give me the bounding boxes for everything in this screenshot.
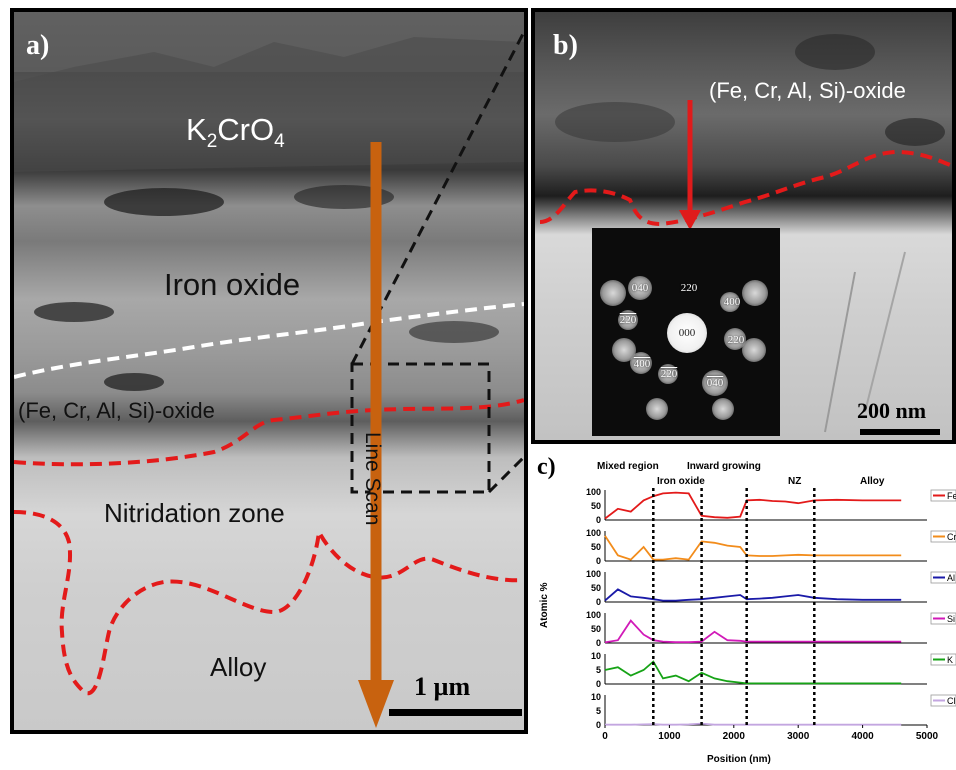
saed-spot — [712, 398, 734, 420]
alloy-label: Alloy — [210, 652, 267, 682]
saed-spot-400b — [630, 352, 652, 374]
region-label-alloy: Alloy — [860, 476, 885, 487]
y-tick-label: 0 — [596, 597, 601, 607]
scale-bar-b-label: 200 nm — [857, 398, 927, 423]
y-tick-label: 10 — [591, 651, 601, 661]
saed-index-2-20: 220 — [727, 334, 745, 346]
saed-index-220-bar: 220 — [619, 314, 637, 326]
region-label-iron-oxide: Iron oxide — [657, 476, 705, 487]
saed-spot-400 — [720, 292, 740, 312]
y-tick-label: 0 — [596, 679, 601, 689]
zoom-connector-bottom — [487, 455, 524, 494]
legend-label: Cl — [947, 696, 956, 706]
region-label-nz: NZ — [788, 476, 801, 487]
y-tick-label: 5 — [596, 706, 601, 716]
oxide-alloy-boundary-b — [539, 149, 952, 227]
y-tick-label: 50 — [591, 583, 601, 593]
saed-spot-220c — [658, 364, 678, 384]
legend-label: Fe — [947, 491, 956, 501]
mixed-oxide-label: (Fe, Cr, Al, Si)-oxide — [18, 398, 215, 423]
k2cro4-label: K2CrO4 — [186, 112, 285, 153]
line-scan-arrow-head — [358, 680, 394, 728]
y-tick-label: 10 — [591, 692, 601, 702]
y-tick-label: 100 — [586, 610, 601, 620]
saed-spot-220r — [724, 328, 746, 350]
x-tick-label: 3000 — [787, 731, 810, 742]
saed-index-400: 400 — [723, 296, 741, 308]
saed-spot — [742, 280, 768, 306]
saed-index-400-bar: 400 — [633, 358, 651, 370]
y-tick-label: 100 — [586, 528, 601, 538]
y-tick-label: 50 — [591, 542, 601, 552]
x-tick-label: 2000 — [723, 731, 746, 742]
panel-c-line-scan-chart: c) Mixed region Iron oxide Inward growin… — [535, 448, 956, 765]
x-axis-label: Position (nm) — [707, 754, 771, 765]
saed-index-220: 220 — [680, 282, 698, 294]
saed-spot-000 — [667, 313, 707, 353]
saed-arrow-head — [679, 210, 701, 230]
series-line-cl — [605, 722, 902, 726]
series-line-k — [604, 660, 902, 685]
x-tick-label: 1000 — [658, 731, 681, 742]
scale-bar-a — [389, 709, 522, 716]
x-tick-label: 5000 — [916, 731, 939, 742]
x-tick-label: 4000 — [851, 731, 874, 742]
panel-b-letter: b) — [553, 30, 578, 61]
y-tick-label: 50 — [591, 501, 601, 511]
saed-spot-040 — [628, 276, 652, 300]
panel-a-overlay — [14, 12, 524, 728]
region-label-mixed: Mixed region — [597, 461, 659, 472]
legend-label: K — [947, 655, 953, 665]
series-line-al — [604, 588, 902, 602]
legend-label: Si — [947, 614, 955, 624]
oxide-nitridation-boundary — [14, 398, 524, 467]
panel-c-letter: c) — [537, 454, 556, 480]
y-tick-label: 0 — [596, 556, 601, 566]
saed-pattern-inset: 040 220 400 220 000 220 400 220 040 — [592, 228, 780, 436]
panel-b-overlay — [539, 34, 952, 435]
iron-oxide-label: Iron oxide — [164, 267, 301, 302]
saed-spot — [646, 398, 668, 420]
nitridation-alloy-boundary — [14, 510, 524, 696]
x-tick-label: 0 — [602, 731, 608, 742]
y-tick-label: 0 — [596, 515, 601, 525]
saed-spot-220b — [618, 310, 638, 330]
saed-index-220-bar2: 220 — [660, 368, 678, 380]
saed-index-040: 040 — [631, 282, 649, 294]
line-scan-zoom-box — [350, 362, 491, 494]
y-tick-label: 50 — [591, 624, 601, 634]
series-line-si — [604, 619, 902, 644]
y-tick-label: 0 — [596, 720, 601, 730]
saed-spot — [600, 280, 626, 306]
iron-oxide-boundary — [14, 302, 524, 379]
panel-a-letter: a) — [26, 30, 50, 61]
mixed-oxide-label-b: (Fe, Cr, Al, Si)-oxide — [709, 78, 906, 103]
y-tick-label: 5 — [596, 665, 601, 675]
line-scan-chart-svg: c) Mixed region Iron oxide Inward growin… — [537, 454, 956, 765]
legend-label: Al — [947, 573, 955, 583]
region-label-inward: Inward growing — [687, 461, 761, 472]
y-tick-label: 0 — [596, 638, 601, 648]
series-line-fe — [604, 491, 902, 520]
scale-bar-b — [860, 429, 940, 435]
saed-index-040-bar: 040 — [706, 377, 724, 389]
scale-bar-a-label: 1 µm — [414, 672, 471, 701]
line-scan-label: Line Scan — [361, 432, 384, 526]
y-tick-label: 100 — [586, 487, 601, 497]
legend-label: Cr — [947, 532, 956, 542]
saed-spot — [742, 338, 766, 362]
y-tick-label: 100 — [586, 569, 601, 579]
y-axis-label: Atomic % — [539, 582, 550, 628]
series-line-cr — [604, 535, 902, 561]
saed-spot-040b — [702, 370, 728, 396]
panel-a-sem-image: a) K2CrO4 Iron oxide (Fe, Cr, Al, Si)-ox… — [10, 8, 528, 734]
nitridation-zone-label: Nitridation zone — [104, 498, 285, 528]
saed-index-000: 000 — [678, 327, 696, 339]
